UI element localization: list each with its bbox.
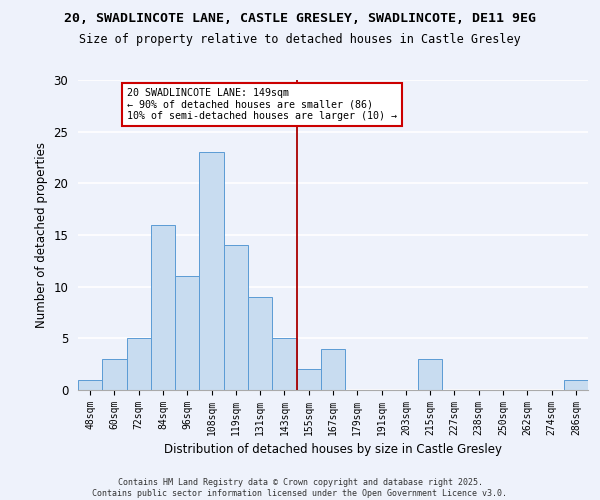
Bar <box>199 152 224 390</box>
Bar <box>127 338 151 390</box>
Text: 20 SWADLINCOTE LANE: 149sqm
← 90% of detached houses are smaller (86)
10% of sem: 20 SWADLINCOTE LANE: 149sqm ← 90% of det… <box>127 88 397 122</box>
Bar <box>224 246 248 390</box>
Bar <box>564 380 588 390</box>
Bar <box>272 338 296 390</box>
Bar <box>248 297 272 390</box>
Bar <box>151 224 175 390</box>
Bar <box>296 370 321 390</box>
Text: 20, SWADLINCOTE LANE, CASTLE GRESLEY, SWADLINCOTE, DE11 9EG: 20, SWADLINCOTE LANE, CASTLE GRESLEY, SW… <box>64 12 536 26</box>
Bar <box>321 348 345 390</box>
Bar <box>418 359 442 390</box>
Text: Size of property relative to detached houses in Castle Gresley: Size of property relative to detached ho… <box>79 32 521 46</box>
X-axis label: Distribution of detached houses by size in Castle Gresley: Distribution of detached houses by size … <box>164 444 502 456</box>
Bar <box>78 380 102 390</box>
Y-axis label: Number of detached properties: Number of detached properties <box>35 142 48 328</box>
Bar <box>175 276 199 390</box>
Text: Contains HM Land Registry data © Crown copyright and database right 2025.
Contai: Contains HM Land Registry data © Crown c… <box>92 478 508 498</box>
Bar <box>102 359 127 390</box>
